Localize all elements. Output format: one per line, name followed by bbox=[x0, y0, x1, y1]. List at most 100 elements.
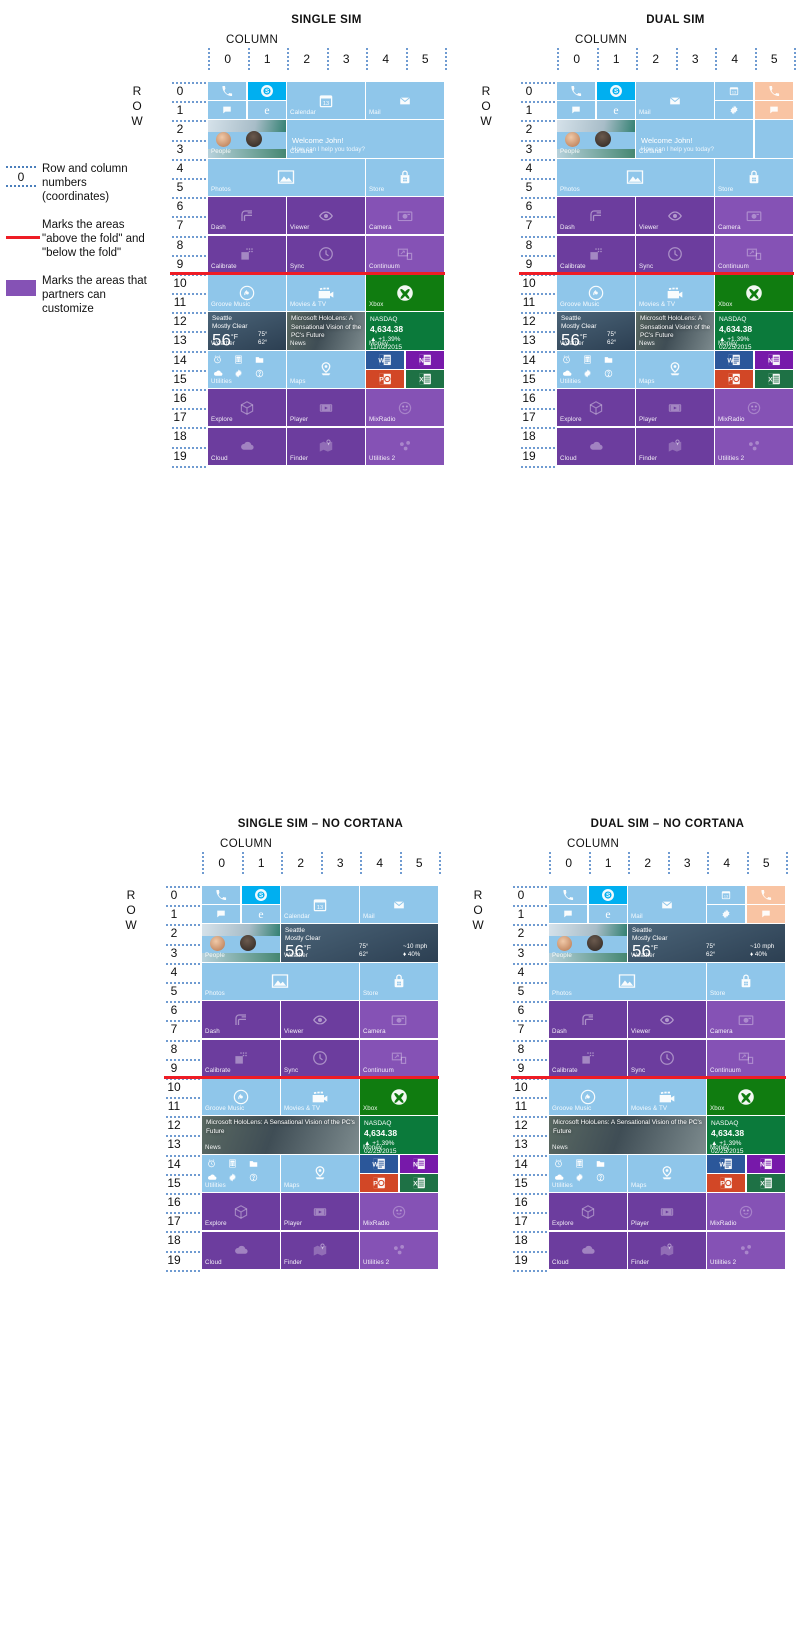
tile-utilities[interactable]: Utilities bbox=[202, 1154, 280, 1192]
tile-calibrate[interactable]: Calibrate bbox=[208, 235, 286, 273]
tile-skype[interactable] bbox=[241, 886, 280, 904]
tile-mixradio[interactable]: MixRadio bbox=[366, 389, 444, 427]
tile-player[interactable]: Player bbox=[287, 389, 365, 427]
tile-people[interactable]: People bbox=[549, 924, 627, 962]
tile-maps[interactable]: Maps bbox=[636, 350, 714, 388]
tile-powerpoint[interactable]: P bbox=[707, 1174, 746, 1192]
tile-continuum[interactable]: Continuum bbox=[715, 235, 793, 273]
tile-weather[interactable]: Seattle Mostly Clear 56°F 75° 62° ~10 mph ♦ 40… bbox=[281, 924, 438, 962]
tile-money[interactable]: NASDAQ 4,634.38 ▲ +1.39% 02/25/2015 Money bbox=[707, 1116, 785, 1154]
tile-onenote[interactable]: N bbox=[405, 350, 444, 369]
tile-viewer[interactable]: Viewer bbox=[287, 197, 365, 235]
tile-mixradio[interactable]: MixRadio bbox=[707, 1193, 785, 1231]
tile-weather[interactable]: Seattle Mostly Clear 56°F 75° 62° Weather bbox=[557, 312, 635, 350]
tile-groove-music[interactable]: Groove Music bbox=[208, 274, 286, 312]
tile-store[interactable]: Store bbox=[715, 158, 793, 196]
tile-explore[interactable]: Explore bbox=[202, 1193, 280, 1231]
tile-phone[interactable] bbox=[202, 886, 241, 904]
tile-finder[interactable]: Finder bbox=[281, 1231, 359, 1269]
tile-messaging[interactable] bbox=[208, 101, 247, 120]
tile-finder[interactable]: Finder bbox=[636, 427, 714, 465]
tile-calibrate[interactable]: Calibrate bbox=[202, 1039, 280, 1077]
tile-explore[interactable]: Explore bbox=[557, 389, 635, 427]
tile-store[interactable]: Store bbox=[707, 962, 785, 1000]
tile-store[interactable]: Store bbox=[360, 962, 438, 1000]
tile-sync[interactable]: Sync bbox=[628, 1039, 706, 1077]
tile-calendar[interactable]: 13 Calendar bbox=[287, 82, 365, 120]
tile-edge[interactable]: e bbox=[588, 905, 627, 924]
tile-sync[interactable]: Sync bbox=[636, 235, 714, 273]
tile-movies-tv[interactable]: Movies & TV bbox=[628, 1078, 706, 1116]
tile-onenote[interactable]: N bbox=[399, 1154, 438, 1173]
tile-sync[interactable]: Sync bbox=[281, 1039, 359, 1077]
tile-mail[interactable]: Mail bbox=[628, 886, 706, 924]
tile-money[interactable]: NASDAQ 4,634.38 ▲ +1.39% 02/25/2015 Money bbox=[360, 1116, 438, 1154]
tile-photos[interactable]: Photos bbox=[549, 962, 706, 1000]
tile-settings[interactable] bbox=[707, 905, 746, 924]
tile-maps[interactable]: Maps bbox=[281, 1154, 359, 1192]
tile-blank[interactable] bbox=[754, 120, 793, 158]
tile-edge[interactable]: e bbox=[241, 905, 280, 924]
tile-people[interactable]: People bbox=[557, 120, 635, 158]
tile-movies-tv[interactable]: Movies & TV bbox=[287, 274, 365, 312]
tile-camera[interactable]: Camera bbox=[707, 1001, 785, 1039]
tile-news[interactable]: Microsoft HoloLens: A Sensational Vision… bbox=[202, 1116, 359, 1154]
tile-people[interactable]: People bbox=[202, 924, 280, 962]
tile-word[interactable]: W bbox=[715, 350, 754, 369]
tile-player[interactable]: Player bbox=[636, 389, 714, 427]
tile-sync[interactable]: Sync bbox=[287, 235, 365, 273]
tile-word[interactable]: W bbox=[707, 1154, 746, 1173]
tile-phone[interactable] bbox=[208, 82, 247, 100]
tile-utilities-2[interactable]: Utilities 2 bbox=[366, 427, 444, 465]
tile-word[interactable]: W bbox=[360, 1154, 399, 1173]
tile-continuum[interactable]: Continuum bbox=[366, 235, 444, 273]
tile-edge[interactable]: e bbox=[247, 101, 286, 120]
tile-phone[interactable] bbox=[557, 82, 596, 100]
tile-player[interactable]: Player bbox=[628, 1193, 706, 1231]
tile-explore[interactable]: Explore bbox=[208, 389, 286, 427]
tile-weather[interactable]: Seattle Mostly Clear 56°F 75° 62° ~10 mph ♦ 40… bbox=[628, 924, 785, 962]
tile-messaging[interactable] bbox=[202, 905, 241, 924]
tile-dash[interactable]: Dash bbox=[202, 1001, 280, 1039]
tile-powerpoint[interactable]: P bbox=[360, 1174, 399, 1192]
tile-onenote[interactable]: N bbox=[754, 350, 793, 369]
tile-mail[interactable]: Mail bbox=[636, 82, 714, 120]
tile-messaging[interactable] bbox=[549, 905, 588, 924]
tile-onenote[interactable]: N bbox=[746, 1154, 785, 1173]
tile-excel[interactable]: X bbox=[746, 1174, 785, 1192]
tile-cortana[interactable]: Welcome John! How can I help you today? Co… bbox=[287, 120, 444, 158]
tile-cortana[interactable]: Welcome John! How can I help you today? Co… bbox=[636, 120, 754, 158]
tile-settings[interactable] bbox=[715, 101, 754, 120]
tile-xbox[interactable]: Xbox bbox=[715, 274, 793, 312]
tile-viewer[interactable]: Viewer bbox=[281, 1001, 359, 1039]
tile-phone-2[interactable] bbox=[754, 82, 793, 100]
tile-movies-tv[interactable]: Movies & TV bbox=[281, 1078, 359, 1116]
tile-camera[interactable]: Camera bbox=[366, 197, 444, 235]
tile-photos[interactable]: Photos bbox=[202, 962, 359, 1000]
tile-groove-music[interactable]: Groove Music bbox=[557, 274, 635, 312]
tile-skype[interactable] bbox=[588, 886, 627, 904]
tile-dash[interactable]: Dash bbox=[557, 197, 635, 235]
tile-mail[interactable]: Mail bbox=[360, 886, 438, 924]
tile-phone[interactable] bbox=[549, 886, 588, 904]
tile-skype[interactable] bbox=[247, 82, 286, 100]
tile-continuum[interactable]: Continuum bbox=[360, 1039, 438, 1077]
tile-store[interactable]: Store bbox=[366, 158, 444, 196]
tile-utilities-2[interactable]: Utilities 2 bbox=[360, 1231, 438, 1269]
tile-photos[interactable]: Photos bbox=[557, 158, 714, 196]
tile-mixradio[interactable]: MixRadio bbox=[360, 1193, 438, 1231]
tile-xbox[interactable]: Xbox bbox=[366, 274, 444, 312]
tile-mixradio[interactable]: MixRadio bbox=[715, 389, 793, 427]
tile-powerpoint[interactable]: P bbox=[366, 370, 405, 388]
tile-movies-tv[interactable]: Movies & TV bbox=[636, 274, 714, 312]
tile-edge[interactable]: e bbox=[596, 101, 635, 120]
tile-calendar[interactable]: 13 Calendar bbox=[281, 886, 359, 924]
tile-viewer[interactable]: Viewer bbox=[636, 197, 714, 235]
tile-messaging-2[interactable] bbox=[746, 905, 785, 924]
tile-money[interactable]: NASDAQ 4,634.38 ▲ +1.39% 02/25/2015 Money bbox=[715, 312, 793, 350]
tile-cloud[interactable]: Cloud bbox=[202, 1231, 280, 1269]
tile-cloud[interactable]: Cloud bbox=[557, 427, 635, 465]
tile-finder[interactable]: Finder bbox=[287, 427, 365, 465]
tile-messaging[interactable] bbox=[557, 101, 596, 120]
tile-news[interactable]: Microsoft HoloLens: A Sensational Vision… bbox=[549, 1116, 706, 1154]
